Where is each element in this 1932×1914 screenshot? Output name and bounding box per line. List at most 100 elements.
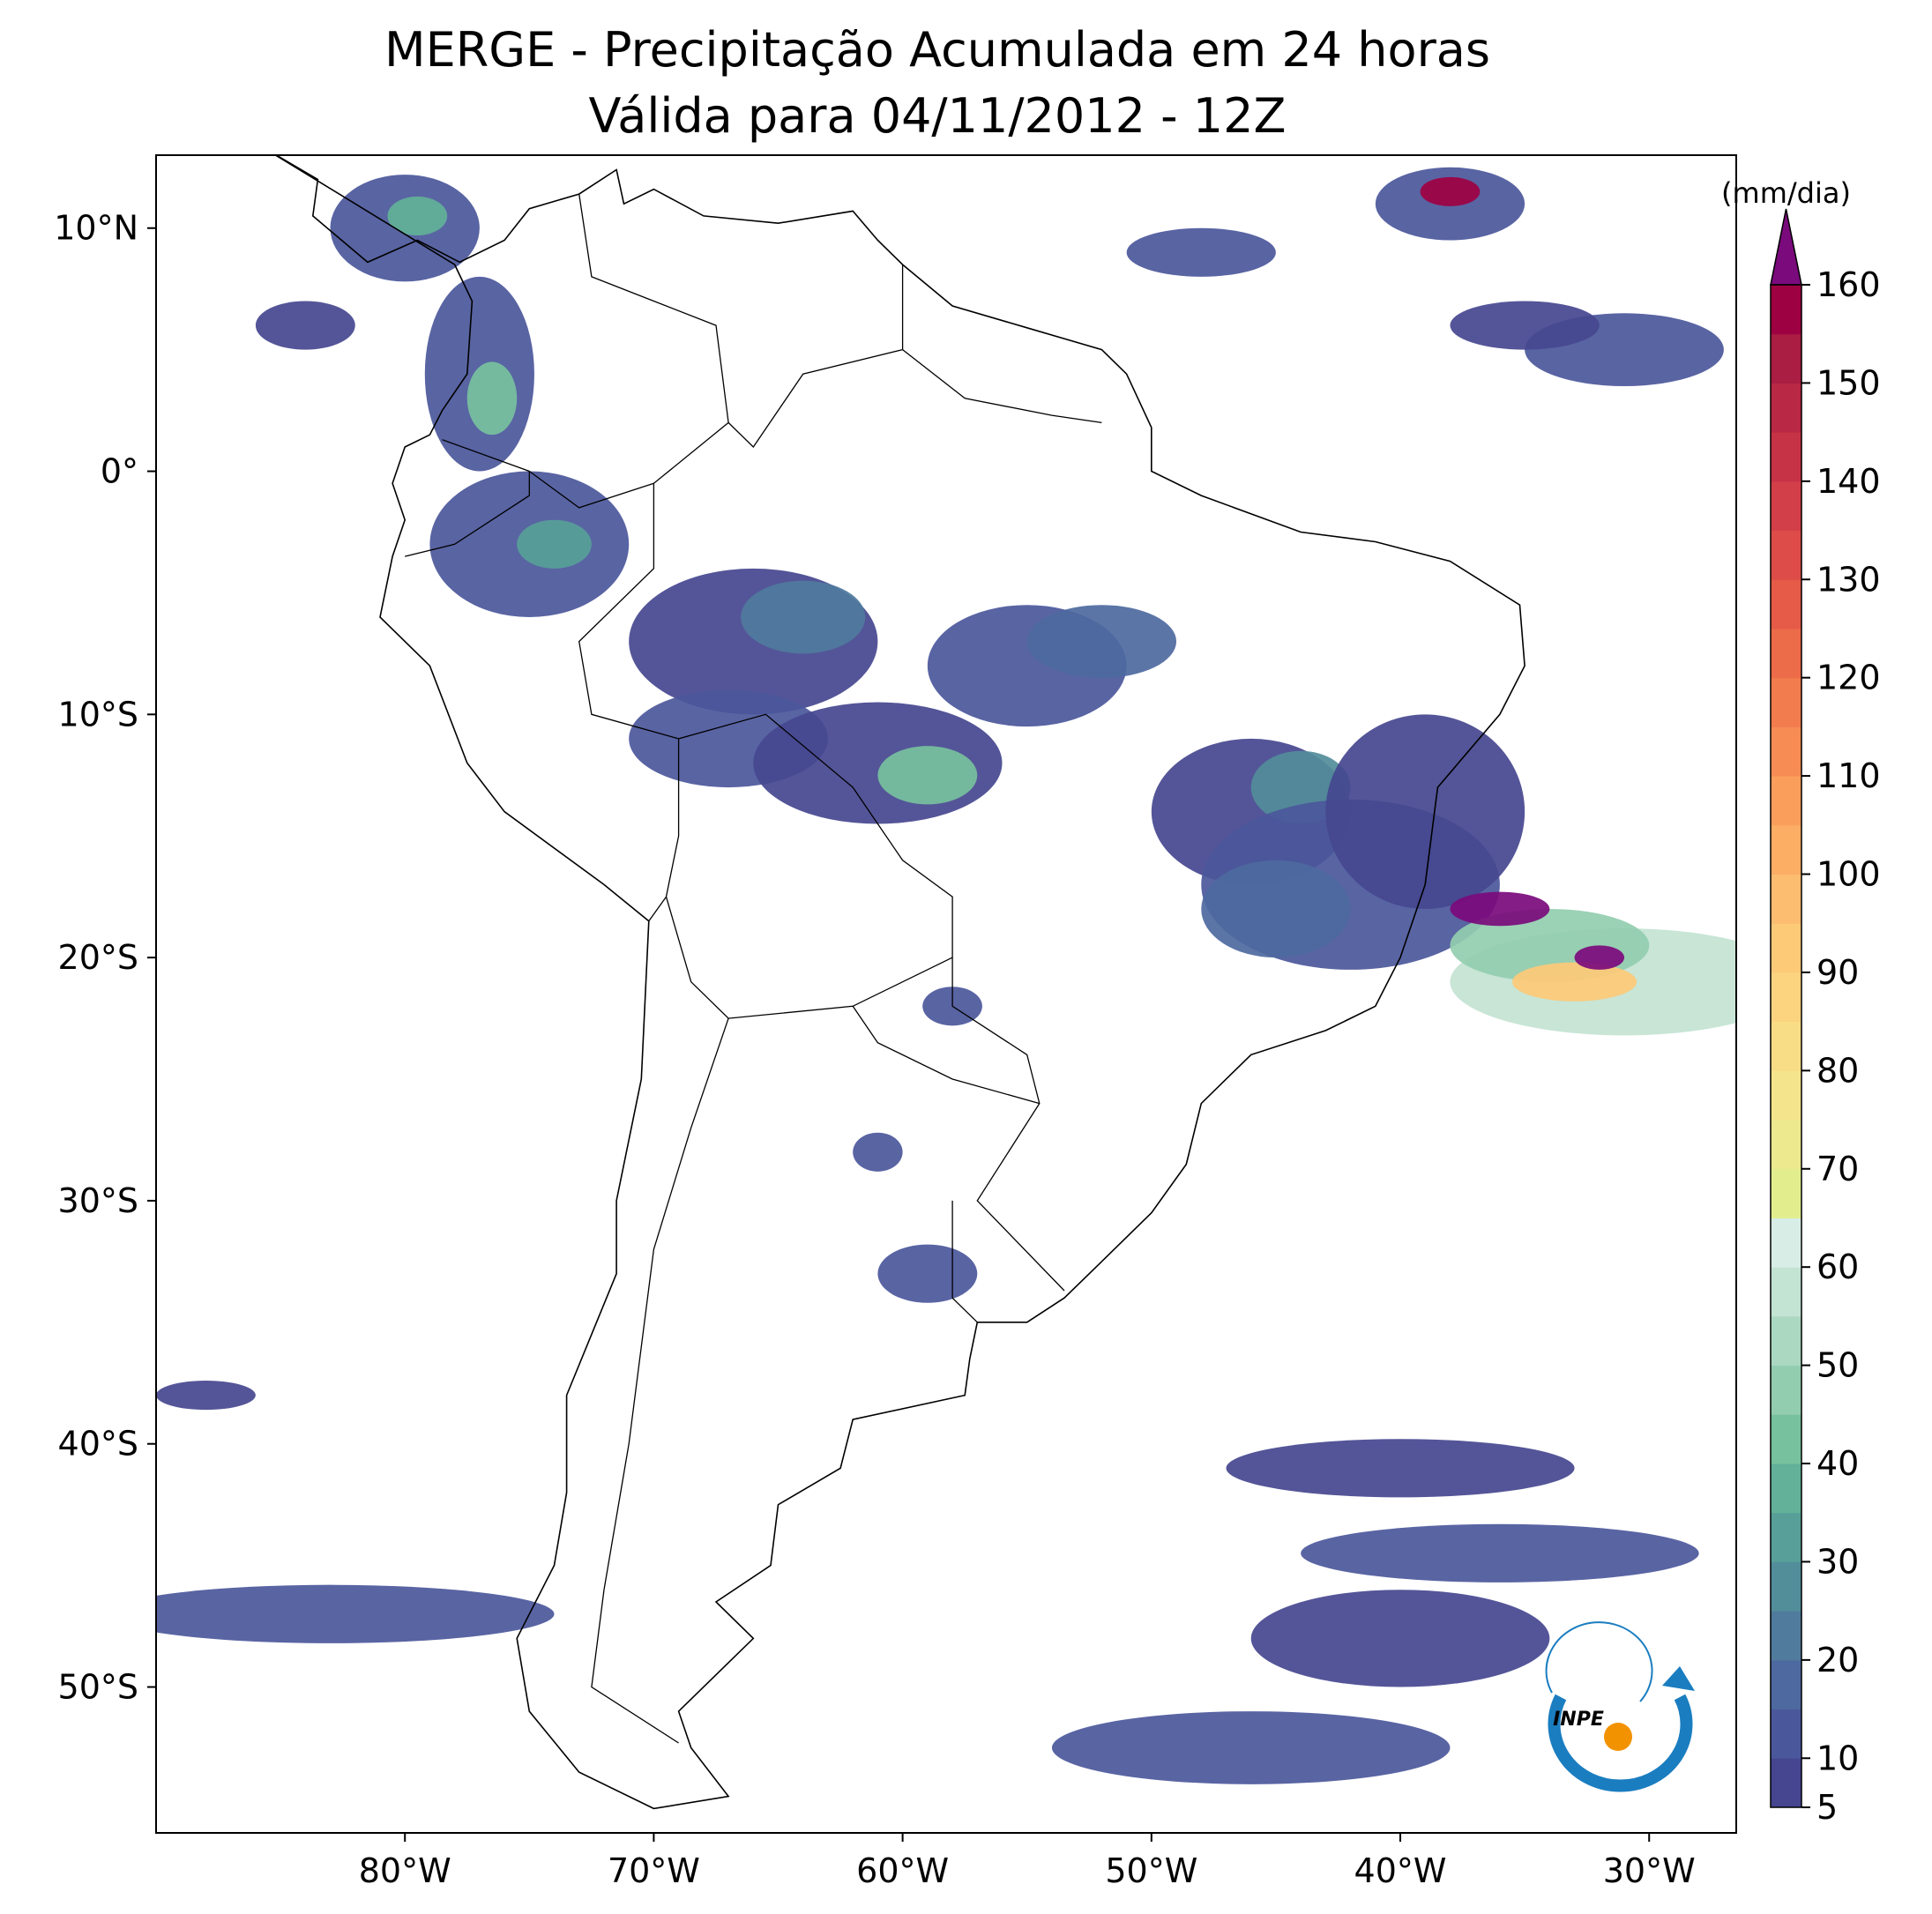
- y-tick-label: 50°S: [58, 1668, 138, 1707]
- colorbar-band: [1771, 1218, 1801, 1268]
- country-border: [528, 470, 654, 509]
- colorbar-frame: [1770, 284, 1802, 1808]
- logo-swoosh: [1548, 1694, 1693, 1792]
- colorbar-tick-label: 70: [1816, 1150, 1859, 1188]
- logo-dot: [1604, 1723, 1632, 1751]
- colorbar-band: [1771, 333, 1801, 384]
- colorbar-tick-label: 130: [1816, 560, 1881, 599]
- colorbar-band: [1771, 1659, 1801, 1710]
- precip-area: [1026, 605, 1177, 678]
- x-tick-label: 40°W: [1354, 1851, 1447, 1890]
- country-border: [852, 1005, 1040, 1105]
- precip-area: [255, 301, 355, 350]
- y-tick-label: 0°: [101, 452, 138, 491]
- x-tick-label: 50°W: [1105, 1851, 1197, 1890]
- precip-area: [387, 196, 448, 236]
- colorbar-band: [1771, 480, 1801, 532]
- precip-area: [1325, 714, 1525, 909]
- colorbar-tick-label: 110: [1816, 756, 1881, 795]
- logo-text: INPE: [1553, 1709, 1604, 1731]
- map-frame: [155, 154, 1737, 1834]
- colorbar-band: [1771, 923, 1801, 973]
- x-tick-label: 30°W: [1603, 1851, 1696, 1890]
- colorbar-tick-label: 50: [1816, 1346, 1859, 1385]
- colorbar-band: [1771, 874, 1801, 924]
- colorbar-tick-label: 10: [1816, 1739, 1859, 1777]
- logo: INPE: [1545, 1621, 1695, 1792]
- colorbar-band: [1771, 1168, 1801, 1218]
- colorbar-band: [1771, 1120, 1801, 1170]
- colorbar-tick-label: 140: [1816, 462, 1881, 501]
- colorbar-band: [1771, 972, 1801, 1023]
- y-tick-label: 40°S: [58, 1425, 138, 1463]
- y-tick-label: 10°S: [58, 695, 138, 734]
- x-tick-label: 60°W: [856, 1851, 949, 1890]
- colorbar-band: [1771, 1709, 1801, 1759]
- colorbar-band: [1771, 628, 1801, 679]
- coastline: [273, 155, 1525, 1810]
- colorbar-band: [1771, 1561, 1801, 1612]
- colorbar-band: [1771, 1463, 1801, 1514]
- precip-area: [877, 746, 978, 805]
- precip-area: [1201, 860, 1351, 958]
- colorbar-band: [1771, 1315, 1801, 1367]
- precip-area: [1512, 962, 1637, 1002]
- colorbar-band: [1771, 1021, 1801, 1071]
- colorbar-band: [1771, 530, 1801, 580]
- precip-area: [1420, 176, 1481, 206]
- precip-area: [156, 1584, 555, 1643]
- country-border: [648, 738, 680, 922]
- colorbar-tick-label: 5: [1816, 1788, 1838, 1827]
- colorbar-band: [1771, 1512, 1801, 1562]
- colorbar-label: (mm/dia): [1721, 176, 1851, 210]
- colorbar-tick-label: 90: [1816, 953, 1859, 992]
- precip-area: [1126, 227, 1276, 277]
- precip-area: [1450, 891, 1550, 927]
- country-border: [951, 1200, 978, 1323]
- colorbar-band: [1771, 285, 1801, 335]
- precip-area: [1226, 1439, 1575, 1498]
- logo-arrow: [1662, 1666, 1695, 1691]
- y-tick-label: 20°S: [58, 938, 138, 977]
- colorbar-tick-label: 150: [1816, 363, 1881, 402]
- country-border: [405, 439, 530, 557]
- colorbar-band: [1771, 726, 1801, 777]
- colorbar-tick-label: 120: [1816, 659, 1881, 697]
- map-area: [156, 155, 1736, 1810]
- country-border: [578, 194, 729, 423]
- colorbar-tick-label: 20: [1816, 1641, 1859, 1679]
- precip-area: [517, 519, 592, 569]
- x-tick-label: 80°W: [359, 1851, 451, 1890]
- x-tick-label: 70°W: [608, 1851, 700, 1890]
- colorbar-tick-label: 40: [1816, 1444, 1859, 1483]
- colorbar-band: [1771, 1611, 1801, 1661]
- colorbar-band: [1771, 1267, 1801, 1317]
- colorbar-band: [1771, 677, 1801, 727]
- country-border: [902, 349, 1102, 424]
- precip-area: [156, 1381, 256, 1411]
- precip-area: [1250, 1590, 1550, 1687]
- colorbar-band: [1771, 1758, 1801, 1808]
- precip-area: [1301, 1523, 1699, 1583]
- colorbar-extend: [1770, 208, 1802, 286]
- country-border: [591, 1017, 729, 1744]
- colorbar-band: [1771, 432, 1801, 482]
- map-title: MERGE - Precipitação Acumulada em 24 hor…: [384, 22, 1490, 78]
- colorbar-band: [1771, 383, 1801, 433]
- colorbar-band: [1771, 1070, 1801, 1121]
- colorbar-band: [1771, 776, 1801, 826]
- precip-area: [1450, 301, 1600, 350]
- precip-area: [466, 361, 518, 436]
- precip-area: [1051, 1711, 1451, 1784]
- colorbar-tick-label: 100: [1816, 855, 1881, 894]
- y-tick-label: 10°N: [54, 209, 138, 248]
- colorbar-band: [1771, 1414, 1801, 1464]
- precip-area: [1574, 945, 1625, 970]
- map-subtitle: Válida para 04/11/2012 - 12Z: [589, 88, 1287, 144]
- country-border: [665, 897, 953, 1019]
- precip-area: [741, 580, 866, 654]
- colorbar-band: [1771, 579, 1801, 629]
- colorbar-tick-label: 60: [1816, 1247, 1859, 1286]
- colorbar-band: [1771, 824, 1801, 875]
